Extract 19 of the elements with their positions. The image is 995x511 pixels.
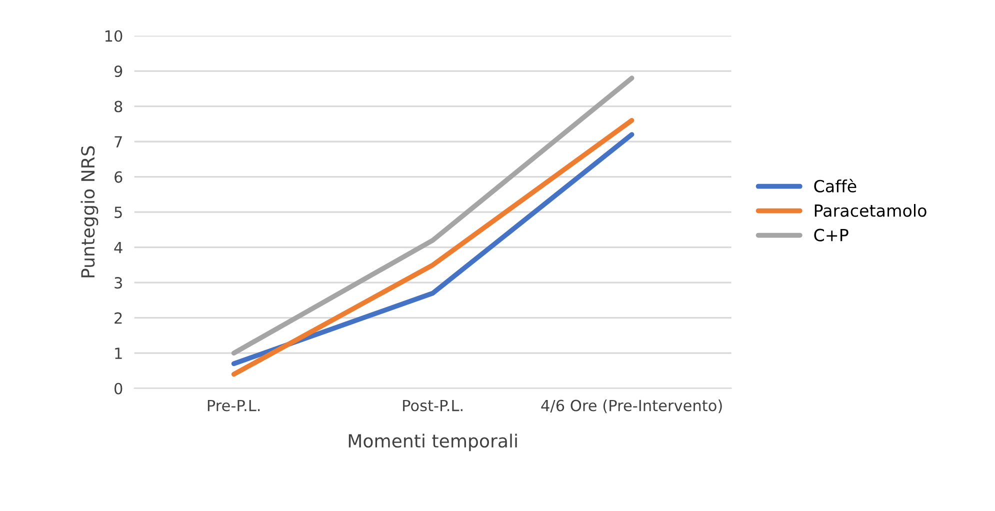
x-tick-label: 4/6 Ore (Pre-Intervento) [541, 399, 722, 414]
y-tick-label: 7 [114, 136, 122, 148]
y-tick-label: 6 [114, 171, 122, 183]
y-tick-label: 9 [114, 65, 122, 78]
legend-label: C+P [814, 228, 848, 242]
y-tick-label: 2 [114, 312, 122, 324]
y-tick-label: 8 [114, 100, 122, 112]
legend-label: Caffè [814, 178, 856, 192]
y-tick-label: 0 [114, 382, 122, 394]
legend-label: Paracetamolo [814, 204, 926, 217]
y-axis-title: Punteggio NRS [80, 146, 98, 278]
y-tick-label: 3 [114, 277, 122, 289]
y-tick-label: 10 [105, 30, 122, 42]
x-tick-label: Pre-P.L. [208, 400, 260, 412]
y-tick-label: 1 [115, 348, 122, 359]
y-tick-label: 5 [114, 206, 122, 218]
y-tick-label: 4 [114, 242, 122, 254]
x-axis-title: Momenti temporali [348, 434, 517, 452]
x-tick-label: Post-P.L. [403, 400, 462, 412]
